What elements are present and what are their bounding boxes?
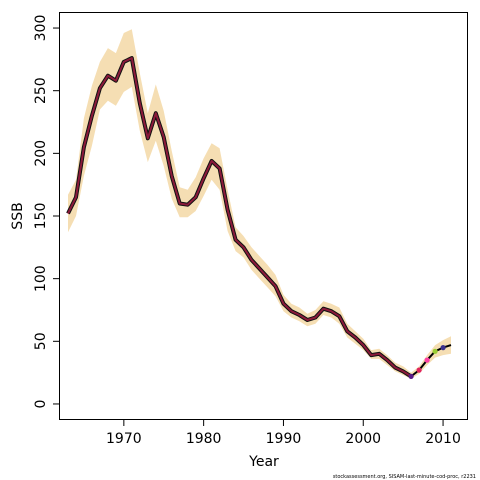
forecast-point [424, 357, 430, 363]
y-tick-label: 50 [33, 332, 49, 350]
y-tick-label: 300 [33, 15, 49, 42]
forecast-point [440, 345, 446, 351]
y-tick-label: 200 [33, 140, 49, 167]
y-axis: 0 50 100 150 200 250 300 [33, 15, 60, 409]
x-tick-label: 2000 [345, 431, 381, 447]
x-axis: 1970 1980 1990 2000 2010 [106, 419, 461, 447]
forecast-point [408, 373, 414, 379]
x-axis-label: Year [248, 454, 279, 470]
y-tick-label: 0 [33, 400, 49, 409]
forecast-point [432, 348, 438, 354]
y-axis-label: SSB [10, 202, 26, 229]
forecast-points-layer [408, 345, 446, 379]
x-tick-label: 1980 [186, 431, 222, 447]
x-tick-label: 2010 [425, 431, 461, 447]
ssb-line [67, 57, 412, 378]
forecast-point [416, 367, 422, 373]
caption: stockassessment.org, SISAM-last-minute-c… [333, 474, 476, 480]
x-tick-label: 1970 [106, 431, 142, 447]
y-tick-label: 250 [33, 77, 49, 104]
y-tick-label: 100 [33, 265, 49, 292]
x-tick-label: 1990 [266, 431, 302, 447]
y-tick-label: 150 [33, 203, 49, 230]
